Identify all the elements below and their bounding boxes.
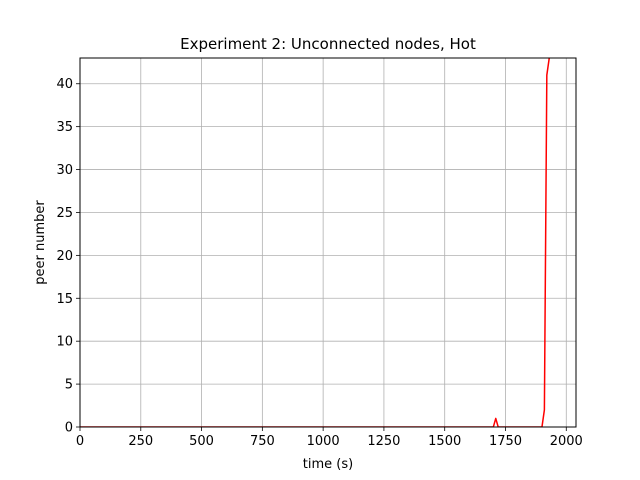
- x-tick-label: 500: [189, 434, 214, 449]
- y-tick-label: 15: [56, 292, 73, 307]
- y-tick-label: 10: [56, 335, 73, 350]
- axis-ticks: 0 250 500 750 1000 1250 1500 1750 2000 0 5 10 15 20 25…: [56, 77, 582, 449]
- x-tick-label: 1750: [489, 434, 522, 449]
- x-tick-label: 250: [128, 434, 153, 449]
- series-line: [80, 58, 550, 427]
- x-tick-label: 750: [250, 434, 275, 449]
- x-tick-label: 1500: [428, 434, 461, 449]
- y-tick-label: 30: [56, 163, 73, 178]
- y-tick-label: 0: [65, 421, 73, 436]
- y-tick-label: 25: [56, 206, 73, 221]
- x-tick-label: 2000: [550, 434, 583, 449]
- plot-area: [80, 58, 550, 427]
- y-axis-label: peer number: [33, 200, 48, 285]
- axes-frame: [79, 57, 577, 428]
- x-tick-label: 0: [76, 434, 84, 449]
- x-tick-label: 1250: [367, 434, 400, 449]
- x-axis-label: time (s): [303, 457, 353, 472]
- y-tick-label: 20: [56, 249, 73, 264]
- chart-title: Experiment 2: Unconnected nodes, Hot: [180, 35, 476, 53]
- y-tick-label: 5: [65, 378, 73, 393]
- y-tick-label: 35: [56, 120, 73, 135]
- x-tick-label: 1000: [307, 434, 340, 449]
- y-tick-label: 40: [56, 77, 73, 92]
